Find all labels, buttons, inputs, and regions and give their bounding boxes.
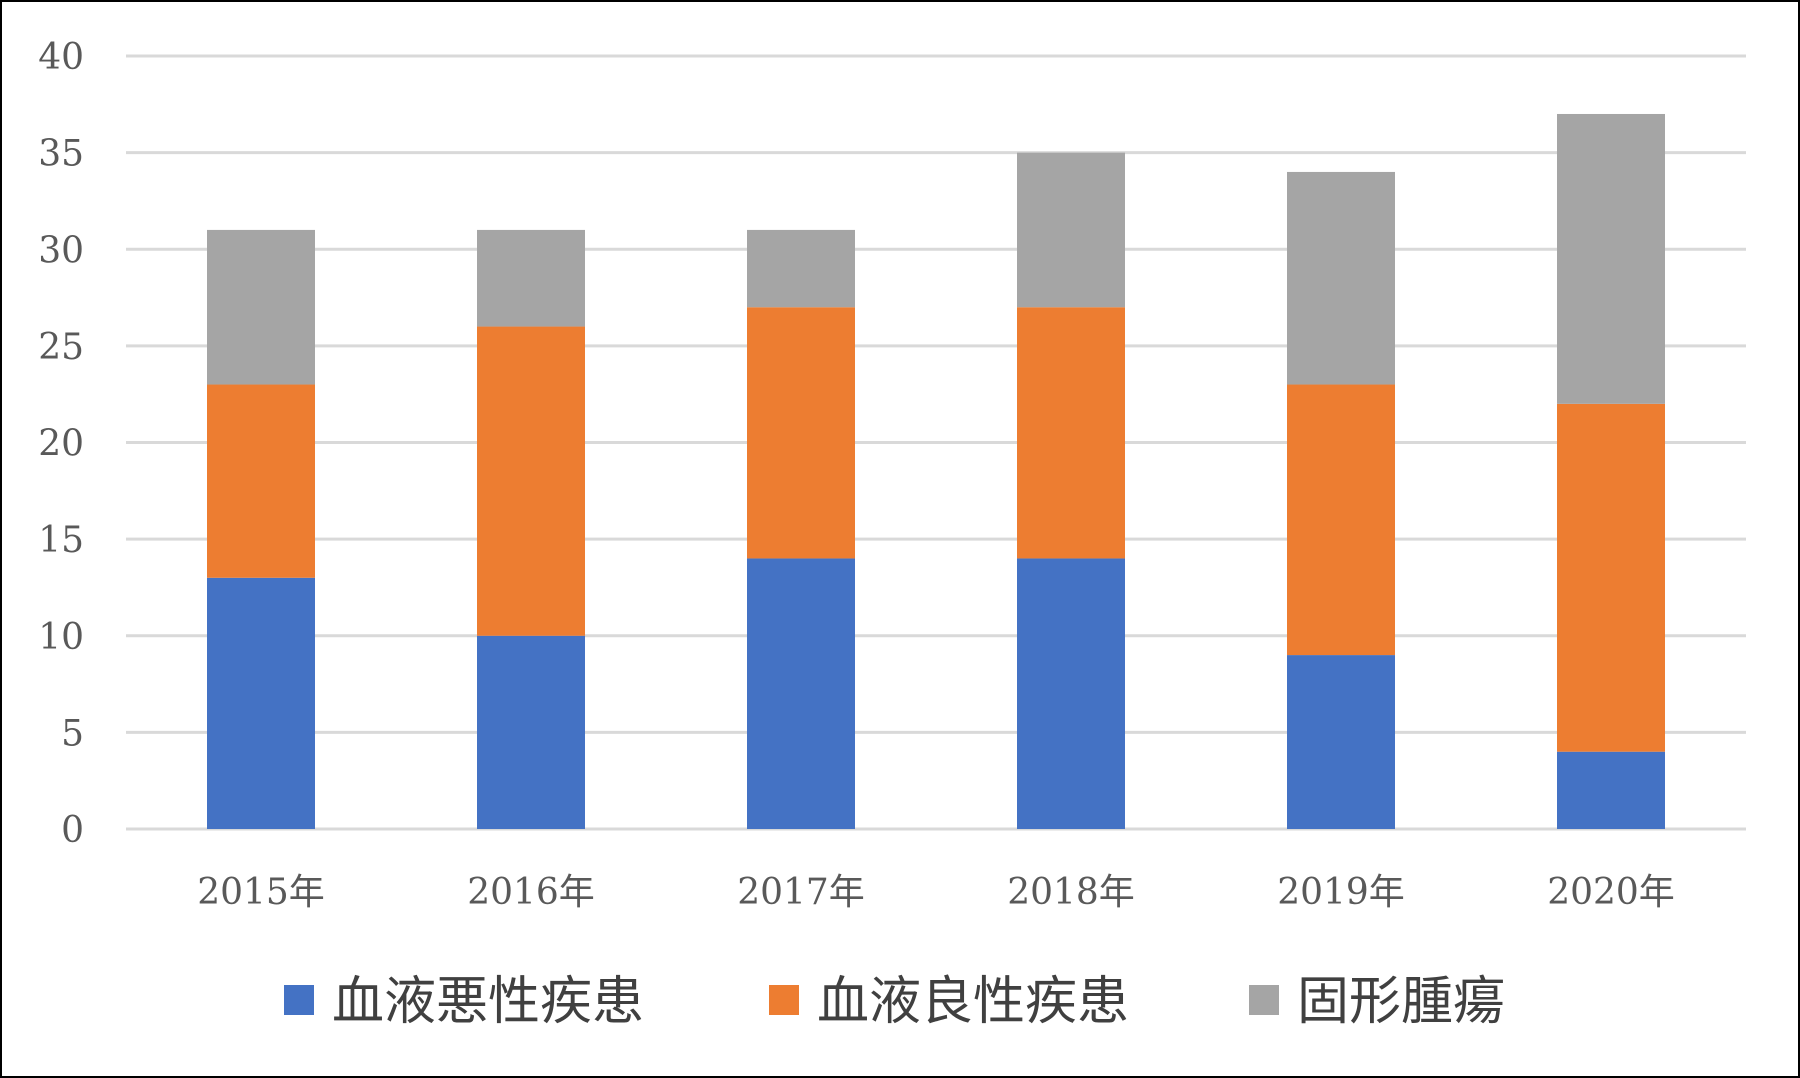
legend-label: 固形腫瘍 [1297, 972, 1505, 1032]
x-axis-ticks: 2015年 2016年 2017年 2018年 2019年 2020年 [197, 872, 1675, 913]
bar-segment [477, 229, 585, 327]
bar-segment [1017, 307, 1125, 559]
bars [207, 113, 1665, 829]
x-tick-label: 2016年 [467, 872, 595, 913]
x-tick-label: 2020年 [1547, 872, 1675, 913]
y-axis-ticks: 0 5 10 15 20 25 30 35 40 [38, 37, 84, 851]
legend-swatch [284, 985, 314, 1015]
bar-segment [747, 229, 855, 308]
bar-segment [1557, 751, 1665, 829]
y-tick-label: 10 [38, 617, 84, 658]
x-tick-label: 2015年 [197, 872, 325, 913]
x-tick-label: 2018年 [1007, 872, 1135, 913]
x-tick-label: 2019年 [1277, 872, 1405, 913]
legend-label: 血液良性疾患 [817, 972, 1129, 1032]
y-tick-label: 20 [38, 424, 84, 465]
y-tick-label: 25 [38, 327, 84, 368]
y-tick-label: 5 [61, 713, 84, 754]
legend-label: 血液悪性疾患 [332, 972, 644, 1032]
y-tick-label: 35 [38, 134, 84, 175]
bar-segment [1017, 152, 1125, 308]
gridlines [126, 54, 1746, 831]
bar-segment [477, 326, 585, 636]
bar-segment [477, 635, 585, 829]
bar-segment [1287, 384, 1395, 656]
bar-segment [1557, 113, 1665, 404]
legend-swatch [769, 985, 799, 1015]
bar-segment [207, 229, 315, 385]
y-tick-label: 40 [38, 37, 84, 78]
y-tick-label: 15 [38, 520, 84, 561]
legend-swatch [1249, 985, 1279, 1015]
bar-segment [747, 307, 855, 559]
bar-segment [1287, 171, 1395, 385]
bar-segment [747, 558, 855, 829]
bar-segment [207, 384, 315, 578]
legend: 血液悪性疾患 血液良性疾患 固形腫瘍 [284, 972, 1505, 1032]
bar-segment [207, 577, 315, 829]
bar-segment [1287, 655, 1395, 829]
y-tick-label: 30 [38, 230, 84, 271]
y-tick-label: 0 [61, 810, 84, 851]
bar-segment [1017, 558, 1125, 829]
bar-segment [1557, 403, 1665, 752]
x-tick-label: 2017年 [737, 872, 865, 913]
